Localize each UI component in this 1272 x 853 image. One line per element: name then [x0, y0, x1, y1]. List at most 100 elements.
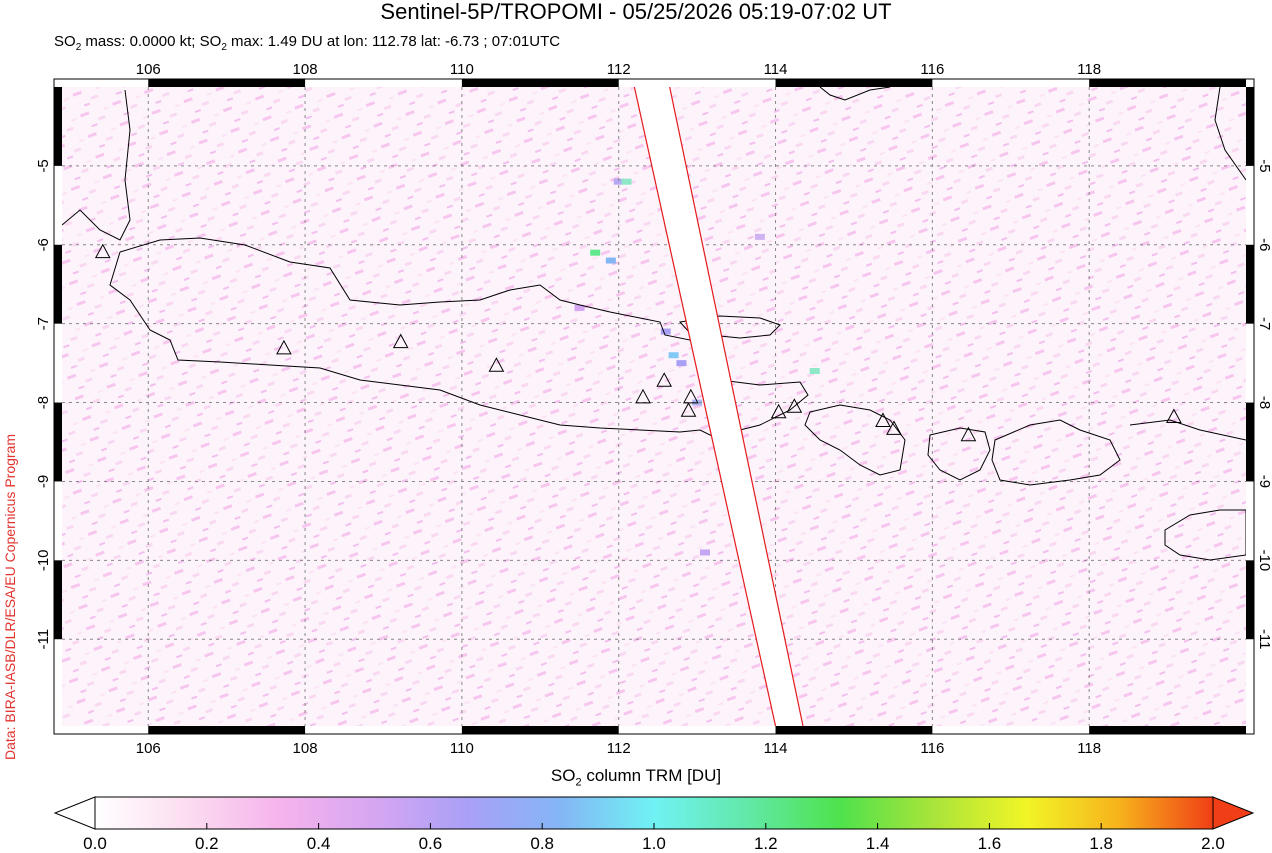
- lat-tick-label-right: -7: [1256, 317, 1272, 330]
- lat-tick-label-left: -9: [35, 475, 52, 488]
- colorbar-tick-label: 0.2: [195, 834, 219, 853]
- triangle-icon: [786, 398, 803, 413]
- lat-tick-label-right: -5: [1256, 159, 1272, 172]
- coast-lombok: [927, 427, 991, 481]
- colorbar-max-arrow: [1212, 796, 1255, 830]
- map-plot: [62, 87, 1246, 726]
- lon-tick-label-bottom: 108: [293, 740, 318, 757]
- frame-bar-top: [1089, 79, 1246, 87]
- lon-tick-label-bottom: 114: [764, 740, 788, 757]
- triangle-icon: [680, 402, 697, 417]
- frame-bar-left: [54, 87, 62, 166]
- so2-pixel: [668, 352, 679, 359]
- triangle-icon: [960, 426, 977, 442]
- colorbar-tick-label: 0.6: [419, 834, 443, 853]
- coast-bali: [804, 404, 906, 476]
- lat-tick-label-right: -9: [1256, 475, 1272, 488]
- triangle-icon: [886, 420, 902, 435]
- map-subtitle: SO2 mass: 0.0000 kt; SO2 max: 1.49 DU at…: [54, 33, 561, 53]
- so2-pixel: [590, 249, 601, 256]
- triangle-icon: [276, 339, 292, 355]
- triangle-icon: [392, 333, 409, 349]
- lat-tick-label-left: -10: [35, 549, 52, 571]
- lon-tick-label-top: 106: [136, 61, 161, 78]
- so2-pixel: [605, 257, 616, 264]
- frame-bar-left: [54, 244, 62, 324]
- lat-tick-label-left: -11: [35, 629, 52, 650]
- so2-pixel: [809, 368, 820, 374]
- frame-bar-bottom: [461, 726, 619, 734]
- map-title: Sentinel-5P/TROPOMI - 05/25/2026 05:19-0…: [380, 0, 892, 24]
- triangle-icon: [875, 412, 891, 427]
- colorbar-title: SO2 column TRM [DU]: [550, 766, 722, 789]
- frame-bar-top: [775, 79, 933, 87]
- frame-bar-left: [54, 402, 62, 482]
- swath-edge-line: [633, 87, 777, 726]
- lon-tick-label-top: 114: [764, 61, 788, 78]
- triangle-icon: [656, 372, 673, 387]
- frame-bar-top: [148, 79, 306, 87]
- lon-tick-label-top: 118: [1077, 61, 1101, 78]
- frame-bars: [54, 79, 1254, 734]
- triangle-icon: [1166, 408, 1182, 424]
- lat-tick-label-left: -8: [35, 396, 52, 409]
- colorbar: 0.0 0.2 0.4 0.6 0.8 1.0 1.2 1.4 1.6 1.8 2.0: [53, 796, 1255, 853]
- lat-tick-label-right: -11: [1256, 629, 1272, 650]
- so2-pixel: [676, 360, 687, 367]
- lon-tick-label-bottom: 112: [607, 740, 631, 757]
- colorbar-tick-label: 0.8: [530, 834, 554, 853]
- lon-tick-label-bottom: 118: [1077, 740, 1101, 757]
- coast-flores: [1129, 419, 1246, 441]
- so2-pixel: [621, 178, 632, 185]
- colorbar-tick-label: 1.0: [642, 834, 666, 853]
- colorbar-tick-label: 0.4: [307, 834, 331, 853]
- coast-sumatra: [62, 89, 131, 241]
- volcano-markers: [94, 243, 1182, 442]
- lat-tick-label-right: -6: [1256, 238, 1272, 251]
- frame-bar-right: [1246, 244, 1254, 324]
- coast-sulawesi: [1214, 87, 1246, 181]
- colorbar-ticks: 0.0 0.2 0.4 0.6 0.8 1.0 1.2 1.4 1.6 1.8 2.0: [83, 823, 1225, 853]
- lat-tick-label-right: -10: [1256, 549, 1272, 571]
- so2-pixel: [699, 549, 710, 556]
- colorbar-tick-label: 0.0: [83, 834, 107, 853]
- triangle-icon: [770, 403, 787, 419]
- frame-bar-right: [1246, 560, 1254, 640]
- so2-noise: [62, 87, 1246, 726]
- frame-bar-top: [461, 79, 619, 87]
- so2-pixel: [660, 328, 671, 335]
- frame-bar-bottom: [775, 726, 933, 734]
- coast-sumba: [1164, 509, 1246, 561]
- lon-tick-label-top: 116: [920, 61, 944, 78]
- tick-labels: 106 106 108 108 110 110 112 112 114 114 116 116 118 1…: [35, 61, 1272, 757]
- swath-edge-line: [669, 87, 804, 726]
- colorbar-tick-label: 1.6: [978, 834, 1002, 853]
- swath-gap: [634, 87, 803, 726]
- frame-bar-bottom: [1089, 726, 1246, 734]
- coast-sumbawa: [991, 419, 1121, 486]
- frame-bar-right: [1246, 87, 1254, 166]
- lon-tick-label-top: 110: [450, 61, 474, 78]
- triangle-icon: [635, 388, 651, 404]
- coast-kalimantan: [819, 87, 891, 101]
- lon-tick-label-bottom: 106: [136, 740, 161, 757]
- lon-tick-label-top: 112: [607, 61, 631, 78]
- colorbar-min-arrow: [53, 796, 96, 830]
- coast-java: [109, 237, 809, 441]
- lat-tick-label-right: -8: [1256, 396, 1272, 409]
- lon-tick-label-top: 108: [293, 61, 318, 78]
- lon-tick-label-bottom: 110: [450, 740, 474, 757]
- coastlines: [62, 87, 1246, 561]
- lon-tick-label-bottom: 116: [920, 740, 944, 757]
- swath-edges: [633, 87, 804, 726]
- lat-tick-label-left: -5: [35, 159, 52, 172]
- frame-bar-bottom: [148, 726, 306, 734]
- so2-pixel: [613, 178, 624, 185]
- lat-tick-label-left: -7: [35, 317, 52, 330]
- lat-tick-label-left: -6: [35, 238, 52, 251]
- colorbar-tick-label: 1.2: [754, 834, 778, 853]
- triangle-icon: [683, 388, 699, 404]
- so2-enhancements: [574, 178, 820, 556]
- colorbar-tick-label: 1.8: [1089, 834, 1113, 853]
